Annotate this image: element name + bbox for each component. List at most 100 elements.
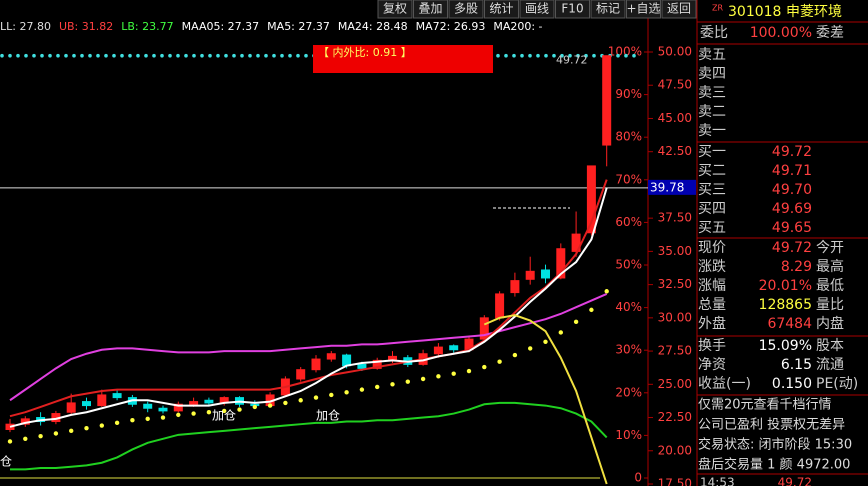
sell-label: 卖四 (698, 66, 726, 82)
y-tick-label: 47.50 (658, 78, 692, 92)
toolbar-label[interactable]: 画线 (525, 2, 549, 16)
indicator-value: LB: 23.77 (121, 20, 173, 33)
stat-label2: 量比 (816, 297, 844, 313)
indicator-dot (451, 371, 456, 376)
pct-tick-label: 0 (634, 471, 642, 485)
indicator-dot (512, 352, 518, 358)
toolbar-button[interactable] (413, 0, 448, 19)
limit-dot (216, 53, 220, 58)
indicator-dot (130, 417, 135, 423)
indicator-dot (206, 410, 212, 415)
indicator-dot (558, 330, 563, 335)
tick-price: 49.72 (778, 476, 812, 486)
y-tick-label: 42.50 (658, 144, 692, 158)
stat-label2: 最高 (816, 258, 844, 275)
limit-dot (176, 53, 180, 58)
indicator-value: UB: 31.82 (59, 20, 113, 33)
limit-dot (248, 53, 252, 58)
toolbar-label[interactable]: 复权 (383, 2, 407, 16)
toolbar-button[interactable] (555, 0, 590, 19)
toolbar-button[interactable] (519, 0, 555, 19)
y-tick-label: 32.50 (658, 277, 692, 291)
limit-dot (168, 53, 172, 58)
toolbar-label[interactable]: 多股 (454, 2, 478, 16)
toolbar-button[interactable] (661, 0, 697, 19)
indicator-value: MA200: - (493, 20, 542, 33)
pct-tick-label: 90% (615, 87, 642, 101)
limit-dot (80, 53, 84, 58)
notice: 公司已盈利 投票权无差异 (698, 417, 845, 433)
pct-tick-label: 80% (615, 130, 642, 144)
limit-dot (504, 53, 508, 58)
limit-dot (40, 53, 44, 58)
toolbar-label[interactable]: 返回 (667, 2, 691, 16)
candle-body (82, 401, 91, 407)
indicator-dot (222, 408, 227, 414)
limit-dot (48, 53, 52, 58)
candle-body (571, 233, 581, 252)
limit-dot (184, 53, 188, 58)
annotation: 仓 (0, 455, 12, 469)
quote-prefix: ZR (712, 4, 723, 13)
indicator-dot (176, 412, 181, 418)
indicator-value: MA24: 28.48 (338, 20, 408, 33)
stat-label2: 内盘 (816, 315, 844, 332)
limit-dot (496, 53, 500, 58)
toolbar-button[interactable] (377, 0, 413, 19)
pct-tick-label: 60% (615, 215, 642, 229)
limit-dot (104, 53, 108, 58)
buy-label: 买二 (698, 163, 726, 179)
limit-dot (232, 53, 236, 58)
tick-time: 14:53 (700, 476, 735, 486)
candle-body (66, 402, 76, 413)
limit-dot (568, 53, 572, 58)
pct-tick-label: 30% (615, 343, 642, 357)
indicator-dot (267, 403, 273, 408)
limit-dot (72, 53, 76, 58)
limit-dot (64, 53, 68, 58)
toolbar-label[interactable]: 统计 (489, 2, 513, 16)
buy-label: 买三 (698, 182, 726, 198)
toolbar-label[interactable]: 叠加 (418, 2, 442, 16)
limit-dot (288, 53, 292, 58)
toolbar-label[interactable]: +自选 (626, 2, 660, 16)
limit-dot (128, 53, 132, 58)
candle-body (449, 345, 459, 351)
candle-body (602, 55, 612, 146)
buy-price: 49.70 (772, 182, 812, 198)
limit-dot (112, 53, 116, 58)
stat-label: 总量 (698, 297, 726, 313)
indicator-line (9, 179, 608, 418)
limit-dot (120, 53, 124, 58)
indicator-dot (375, 384, 380, 390)
notice: 仅需20元查看千档行情 (698, 397, 832, 413)
limit-dot (280, 53, 284, 58)
indicator-dot (543, 339, 548, 344)
toolbar-label[interactable]: F10 (561, 2, 583, 16)
sell-label: 卖五 (698, 47, 726, 63)
indicator-dot (497, 359, 502, 364)
indicator-dot (390, 382, 395, 387)
stat-label: 涨幅 (698, 278, 726, 294)
pct-tick-label: 10% (615, 428, 642, 442)
pct-tick-label: 40% (615, 300, 642, 314)
stat-value: 15.09% (759, 338, 812, 354)
stat-label: 涨跌 (698, 259, 726, 275)
indicator-dot (145, 416, 150, 422)
toolbar-button[interactable] (590, 0, 626, 19)
indicator-dot (252, 404, 257, 410)
candle-body (586, 165, 596, 234)
toolbar-label[interactable]: 标记 (596, 2, 620, 16)
toolbar-button[interactable] (484, 0, 519, 19)
toolbar-button[interactable] (448, 0, 484, 19)
limit-dot (528, 53, 532, 58)
toolbar-button[interactable] (626, 0, 661, 19)
annotation: 加仓 (212, 409, 236, 423)
candle-body (510, 280, 520, 294)
limit-dot (32, 53, 36, 58)
candle-body (342, 354, 352, 367)
y-tick-label: 25.00 (658, 377, 692, 391)
stat-value: 20.01% (759, 278, 812, 294)
limit-dot (552, 53, 556, 58)
